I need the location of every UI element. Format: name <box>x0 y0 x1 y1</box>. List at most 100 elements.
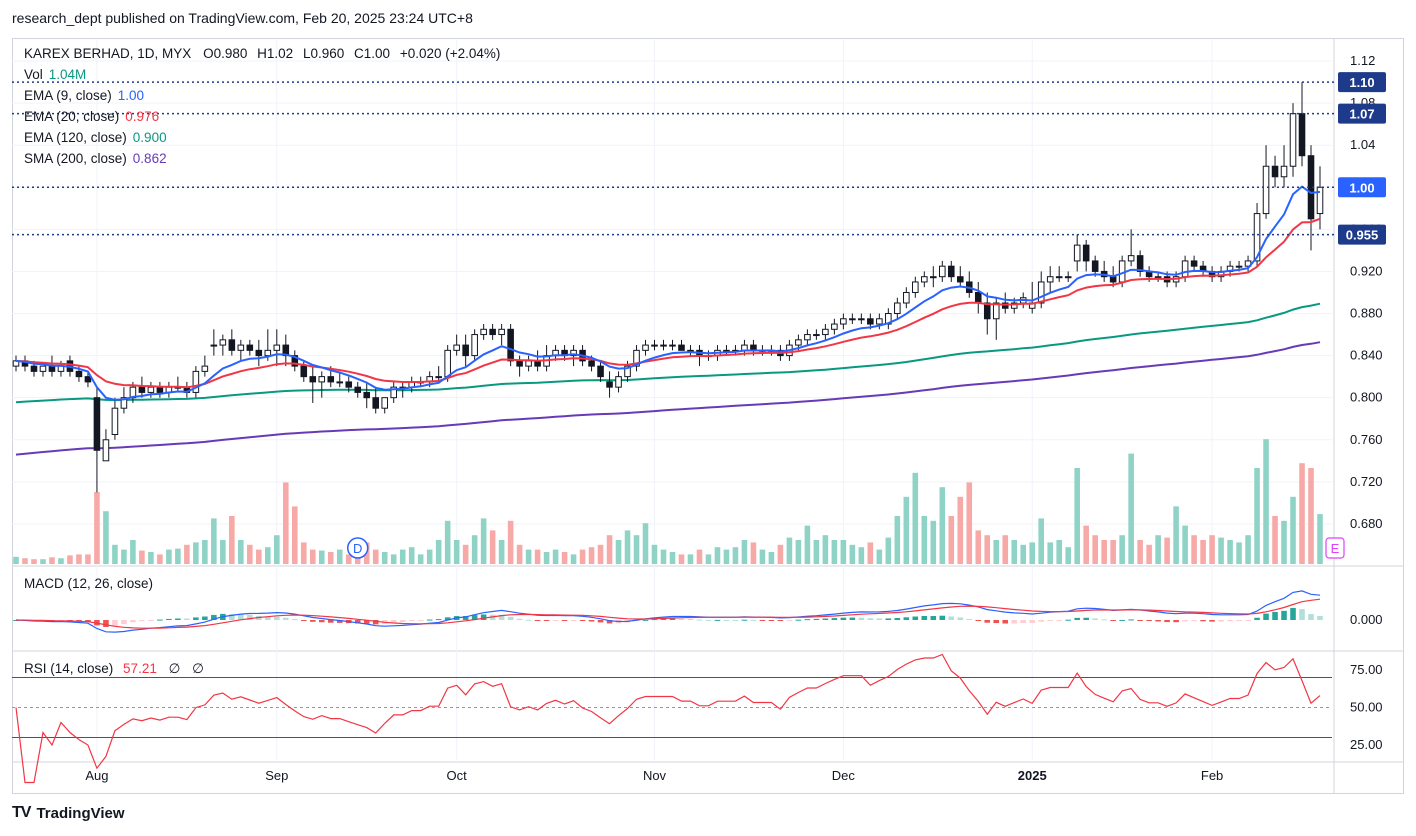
volume-bar <box>1317 514 1323 564</box>
candle-body <box>1055 276 1063 279</box>
macd-histogram-bar <box>642 619 649 621</box>
macd-histogram-bar <box>777 620 784 621</box>
candle <box>282 334 290 367</box>
volume-bar <box>561 552 568 564</box>
macd-histogram-bar <box>363 620 370 624</box>
volume-bar <box>516 544 523 564</box>
candle <box>1208 266 1216 282</box>
macd-histogram-bar <box>417 620 424 621</box>
volume-bar <box>1182 525 1188 564</box>
macd-histogram-bar <box>678 618 685 620</box>
macd-histogram-bar <box>651 619 658 621</box>
volume-bar <box>570 554 577 564</box>
volume-bar <box>211 518 217 564</box>
candle-body <box>813 334 820 337</box>
candle-body <box>219 339 227 346</box>
candle-body <box>471 334 478 357</box>
candle <box>606 371 613 398</box>
candle-body <box>1064 276 1072 279</box>
candle <box>543 345 550 372</box>
candle <box>498 324 505 346</box>
candle-body <box>192 370 200 393</box>
candle-body <box>1082 244 1090 262</box>
candle-body <box>1181 260 1189 278</box>
candle-body <box>660 344 667 347</box>
candle <box>1001 292 1009 314</box>
volume-bar <box>175 548 181 564</box>
candle-body <box>372 397 380 409</box>
volume-bar <box>1083 525 1089 564</box>
candle <box>435 366 442 382</box>
legend-change: +0.020 (+2.04%) <box>399 46 501 61</box>
macd-histogram-bar <box>354 620 361 624</box>
candle-body <box>983 302 991 320</box>
candle <box>291 350 299 372</box>
volume-bar <box>13 556 19 564</box>
macd-histogram-bar <box>1146 620 1152 621</box>
volume-bar <box>1299 463 1305 564</box>
candle <box>1136 250 1144 277</box>
candle <box>1028 281 1036 314</box>
volume-bar <box>94 492 100 564</box>
candle <box>947 260 955 282</box>
candle-body <box>102 439 110 462</box>
macd-histogram-bar <box>786 620 793 621</box>
volume-bar <box>417 554 424 564</box>
volume-bar <box>777 544 784 564</box>
macd-histogram-bar <box>1128 619 1134 621</box>
candle <box>138 376 146 398</box>
candle-body <box>201 365 209 372</box>
candle <box>84 371 92 388</box>
macd-histogram-bar <box>606 620 613 624</box>
volume-bar <box>121 549 127 564</box>
macd-histogram-bar <box>166 618 172 620</box>
volume-bar <box>1119 535 1125 564</box>
candle-body <box>111 407 119 436</box>
macd-histogram-bar <box>399 620 406 622</box>
candle-body <box>264 349 272 357</box>
volume-bar <box>930 520 937 564</box>
rsi-extra-1: ∅ <box>168 661 181 676</box>
macd-histogram-bar <box>1263 613 1269 620</box>
candle-body <box>956 276 964 283</box>
candle-body <box>453 344 460 351</box>
macd-histogram-bar <box>1191 620 1197 622</box>
volume-bar <box>849 544 856 564</box>
volume-bar <box>1038 518 1045 564</box>
candle-body <box>894 302 901 315</box>
volume-bar <box>507 520 514 564</box>
candle <box>965 271 973 298</box>
macd-histogram-bar <box>957 617 964 620</box>
candle-body <box>1253 213 1261 262</box>
volume-bar <box>58 558 64 564</box>
candle-body <box>435 376 442 379</box>
macd-histogram-bar <box>1065 619 1071 621</box>
macd-histogram-bar <box>984 620 991 623</box>
volume-bar <box>1146 544 1152 564</box>
candle-body <box>237 344 245 351</box>
rsi-axis-label: 25.00 <box>1350 737 1383 752</box>
macd-histogram-bar <box>1020 620 1027 624</box>
volume-bar <box>283 482 289 564</box>
time-tick-label: Dec <box>832 768 856 783</box>
candle <box>570 345 577 367</box>
volume-bar <box>894 516 901 564</box>
macd-histogram-bar <box>696 619 703 621</box>
macd-histogram-bar <box>1200 620 1206 622</box>
macd-histogram-bar <box>1101 619 1107 621</box>
candle <box>201 355 209 377</box>
volume-bar <box>975 530 982 564</box>
candle-body <box>974 291 982 304</box>
tradingview-logo[interactable]: TV TradingView <box>12 804 125 822</box>
candle-body <box>381 397 389 409</box>
volume-bar <box>498 540 505 564</box>
macd-histogram-bar <box>1317 615 1323 620</box>
volume-bar <box>300 542 307 564</box>
candle <box>1298 82 1306 167</box>
rsi-axis-label: 50.00 <box>1350 700 1383 715</box>
candle <box>471 329 478 361</box>
volume-bar <box>957 496 964 564</box>
volume-bar <box>885 537 892 564</box>
price-tick-label: 1.12 <box>1350 53 1375 68</box>
